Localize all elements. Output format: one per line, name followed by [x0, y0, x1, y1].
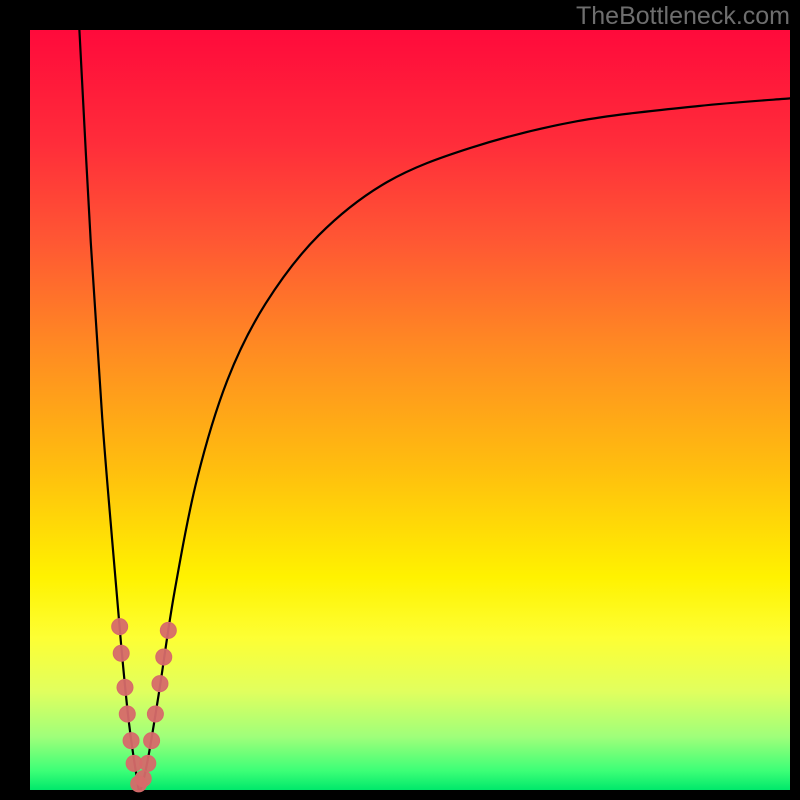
marker-point [147, 706, 163, 722]
marker-point [152, 676, 168, 692]
marker-point [160, 622, 176, 638]
marker-point [144, 733, 160, 749]
chart-stage: TheBottleneck.com [0, 0, 800, 800]
bottleneck-chart-svg [0, 0, 800, 800]
marker-point [112, 619, 128, 635]
plot-background [30, 30, 790, 790]
watermark-text: TheBottleneck.com [576, 2, 790, 31]
marker-point [135, 771, 151, 787]
marker-point [119, 706, 135, 722]
marker-point [140, 755, 156, 771]
marker-point [123, 733, 139, 749]
marker-point [156, 649, 172, 665]
marker-point [117, 679, 133, 695]
marker-point [113, 645, 129, 661]
